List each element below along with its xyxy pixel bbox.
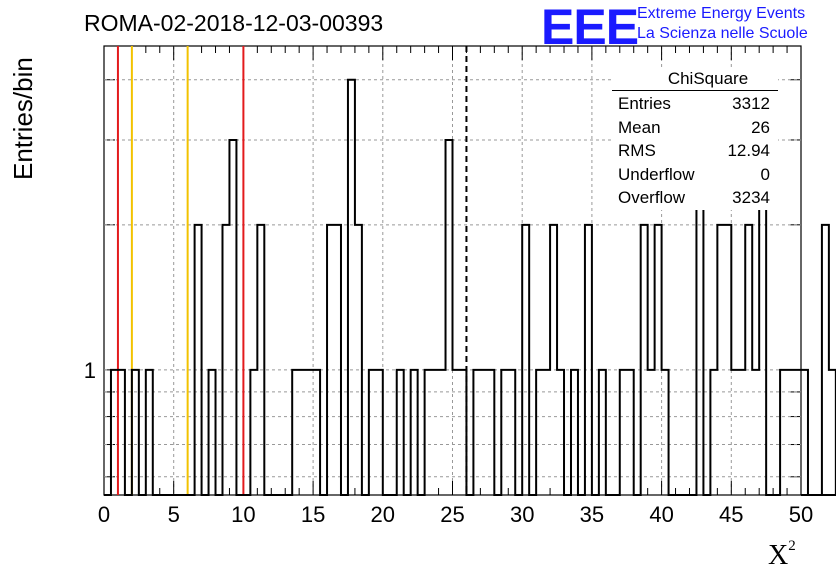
stats-label: Overflow [618,188,686,207]
logo-caption-line1: Extreme Energy Events [637,5,806,22]
x-axis-label: X2 [768,538,796,572]
stats-row-overflow: Overflow 3234 [612,186,778,210]
histogram-line [104,78,836,496]
stats-box: ChiSquare Entries 3312 Mean 26 RMS 12.94 Un… [612,68,778,210]
stats-value: 12.94 [727,141,770,160]
x-tick-label: 30 [510,502,534,527]
x-tick-label: 20 [371,502,395,527]
logo-caption: Extreme Energy Events La Scienza nelle S… [637,4,808,44]
x-tick-label: 25 [440,502,464,527]
stats-row-mean: Mean 26 [612,116,778,140]
stats-row-underflow: Underflow 0 [612,163,778,187]
x-tick-label: 50 [789,502,813,527]
eee-logo: EEE [541,0,639,55]
x-tick-label: 5 [168,502,180,527]
stats-title: ChiSquare [612,68,778,91]
stats-label: Entries [618,94,671,113]
chart-title: ROMA-02-2018-12-03-00393 [84,10,384,36]
stats-row-rms: RMS 12.94 [612,139,778,163]
x-tick-label: 45 [719,502,743,527]
logo-caption-line2: La Scienza nelle Scuole [637,25,808,42]
y-axis-label: Entries/bin [8,57,38,180]
x-axis-label-base: X [768,540,789,571]
stats-value: 3234 [732,188,770,207]
y-tick-label: 1 [84,358,96,383]
stats-label: RMS [618,141,656,160]
x-tick-label: 15 [301,502,325,527]
x-tick-label: 40 [649,502,673,527]
stats-label: Mean [618,117,661,137]
stats-label: Underflow [618,164,695,184]
stats-value: 0 [760,164,770,184]
stats-value: 26 [751,117,770,137]
x-tick-label: 10 [231,502,255,527]
stats-value: 3312 [732,94,770,113]
x-tick-label: 35 [580,502,604,527]
x-axis-label-superscript: 2 [788,538,796,554]
x-tick-label: 0 [98,502,110,527]
stats-row-entries: Entries 3312 [612,92,778,116]
